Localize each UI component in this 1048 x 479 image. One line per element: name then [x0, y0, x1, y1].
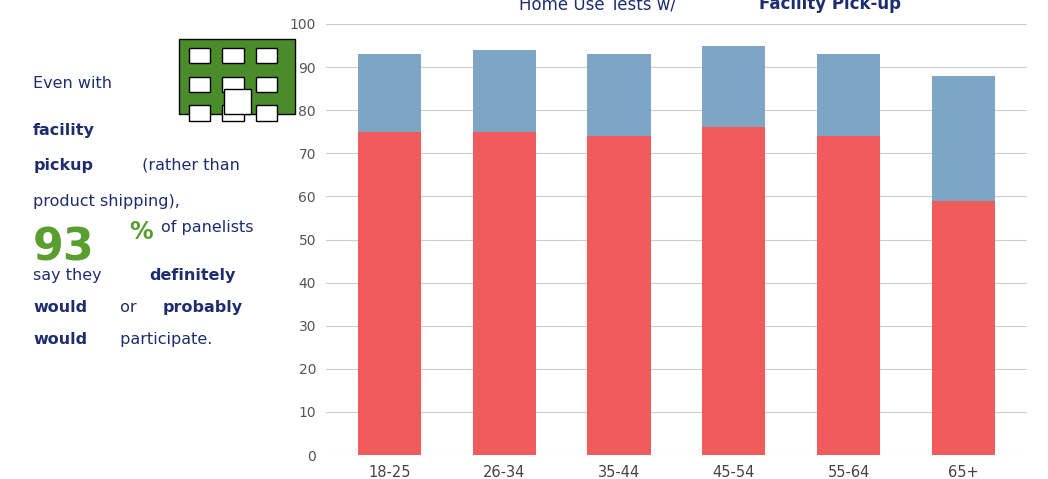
Bar [932, 201, 996, 455]
Text: Even with: Even with [34, 76, 112, 91]
Bar [357, 132, 421, 455]
FancyBboxPatch shape [189, 77, 210, 91]
Bar [702, 46, 765, 127]
Text: would: would [34, 300, 87, 315]
FancyBboxPatch shape [189, 48, 210, 63]
Text: Home Use Tests w/: Home Use Tests w/ [519, 0, 681, 13]
Text: would: would [34, 332, 87, 347]
Text: pickup: pickup [34, 158, 93, 172]
FancyBboxPatch shape [222, 105, 243, 121]
Text: say they: say they [34, 268, 107, 283]
Text: 93: 93 [34, 227, 95, 270]
Text: Facility Pick-up: Facility Pick-up [759, 0, 901, 13]
Text: definitely: definitely [149, 268, 236, 283]
Bar [473, 132, 536, 455]
FancyBboxPatch shape [222, 77, 243, 91]
Bar [817, 54, 880, 136]
Bar [702, 127, 765, 455]
Text: product shipping),: product shipping), [34, 194, 180, 209]
FancyBboxPatch shape [256, 48, 277, 63]
Text: %: % [129, 220, 153, 244]
FancyBboxPatch shape [256, 105, 277, 121]
Bar [932, 76, 996, 201]
Bar [588, 136, 651, 455]
FancyBboxPatch shape [222, 48, 243, 63]
Text: of panelists: of panelists [161, 220, 254, 235]
FancyBboxPatch shape [179, 39, 296, 114]
Bar [817, 136, 880, 455]
Text: participate.: participate. [115, 332, 213, 347]
Text: (rather than: (rather than [137, 158, 240, 172]
FancyBboxPatch shape [256, 77, 277, 91]
Bar [588, 54, 651, 136]
Bar [357, 54, 421, 132]
Text: or: or [115, 300, 143, 315]
FancyBboxPatch shape [189, 105, 210, 121]
Text: Home Use Tests w/ Facility Pick-up: Home Use Tests w/ Facility Pick-up [533, 0, 818, 13]
Bar [473, 50, 536, 132]
Text: probably: probably [162, 300, 243, 315]
Text: facility: facility [34, 123, 95, 138]
FancyBboxPatch shape [223, 89, 252, 114]
